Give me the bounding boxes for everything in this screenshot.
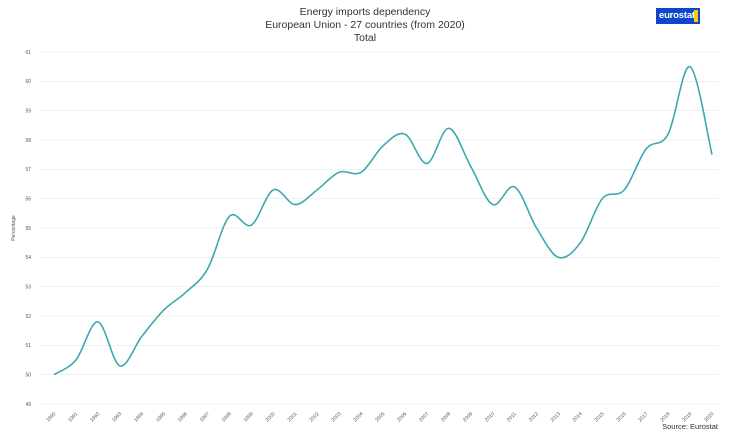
y-tick-label: 54 — [25, 255, 31, 261]
data-point[interactable] — [293, 202, 298, 207]
x-tick-label: 2009 — [462, 411, 474, 423]
data-point[interactable] — [578, 240, 583, 245]
x-tick-label: 2013 — [550, 411, 562, 423]
data-point[interactable] — [315, 187, 320, 192]
data-point[interactable] — [73, 358, 78, 363]
x-tick-label: 2004 — [352, 411, 364, 423]
y-tick-label: 61 — [25, 50, 31, 56]
x-tick-label: 1994 — [133, 411, 145, 423]
x-tick-label: 2007 — [418, 411, 430, 423]
x-tick-label: 2015 — [594, 411, 606, 423]
x-tick-label: 2000 — [265, 411, 277, 423]
x-tick-label: 2017 — [637, 411, 649, 423]
x-tick-label: 2006 — [396, 411, 408, 423]
x-tick-label: 1997 — [199, 411, 211, 423]
data-point[interactable] — [424, 161, 429, 166]
chart-title: Energy imports dependency — [299, 6, 431, 18]
chart-titles: Energy imports dependency European Union… — [0, 6, 730, 45]
data-point[interactable] — [512, 184, 517, 189]
data-point[interactable] — [205, 267, 210, 272]
data-point[interactable] — [490, 202, 495, 207]
data-point[interactable] — [556, 255, 561, 260]
data-point[interactable] — [468, 164, 473, 169]
eurostat-logo-text: eurostat — [659, 10, 695, 21]
data-point[interactable] — [139, 334, 144, 339]
data-point[interactable] — [271, 187, 276, 192]
x-tick-label: 1995 — [155, 411, 167, 423]
x-tick-label: 2010 — [484, 411, 496, 423]
x-tick-label: 1991 — [67, 411, 79, 423]
eurostat-logo[interactable]: eurostat — [656, 8, 700, 24]
data-point[interactable] — [534, 226, 539, 231]
data-point[interactable] — [249, 223, 254, 228]
data-point[interactable] — [644, 146, 649, 151]
y-tick-label: 56 — [25, 196, 31, 202]
y-tick-label: 55 — [25, 226, 31, 232]
data-point[interactable] — [710, 152, 715, 157]
y-tick-label: 49 — [25, 402, 31, 408]
data-point[interactable] — [227, 214, 232, 219]
x-tick-label: 2011 — [506, 411, 518, 423]
x-tick-label: 2008 — [440, 411, 452, 423]
data-point[interactable] — [666, 132, 671, 137]
x-axis-ticks: 1990 1991 1992 1993 1994 1995 1996 1997 1998 1999… — [45, 411, 715, 423]
data-point[interactable] — [402, 132, 407, 137]
y-tick-label: 51 — [25, 343, 31, 349]
eurostat-logo-accent — [694, 10, 698, 22]
chart-subtitle: European Union - 27 countries (from 2020… — [265, 19, 465, 31]
x-tick-label: 2012 — [528, 411, 540, 423]
data-point[interactable] — [600, 196, 605, 201]
data-point[interactable] — [688, 64, 693, 69]
x-tick-label: 1990 — [45, 411, 57, 423]
data-points — [52, 64, 715, 377]
x-tick-label: 1996 — [177, 411, 189, 423]
x-tick-label: 2002 — [308, 411, 320, 423]
data-point[interactable] — [381, 143, 386, 148]
y-tick-label: 52 — [25, 314, 31, 320]
y-tick-label: 57 — [25, 167, 31, 173]
y-tick-label: 50 — [25, 372, 31, 378]
y-tick-label: 58 — [25, 138, 31, 144]
x-tick-label: 1999 — [243, 411, 255, 423]
y-tick-label: 53 — [25, 284, 31, 290]
x-tick-label: 2003 — [330, 411, 342, 423]
data-point[interactable] — [337, 170, 342, 175]
x-tick-label: 1993 — [111, 411, 123, 423]
y-tick-label: 59 — [25, 108, 31, 114]
y-tick-label: 60 — [25, 79, 31, 85]
x-tick-label: 1992 — [89, 411, 101, 423]
data-point[interactable] — [95, 319, 100, 324]
data-point[interactable] — [161, 308, 166, 313]
chart-subtitle-total: Total — [353, 32, 377, 44]
data-point[interactable] — [52, 372, 57, 377]
data-point[interactable] — [117, 363, 122, 368]
series-line[interactable] — [53, 65, 713, 376]
data-point[interactable] — [183, 290, 188, 295]
x-tick-label: 2005 — [374, 411, 386, 423]
data-point[interactable] — [446, 126, 451, 131]
x-tick-label: 2014 — [572, 411, 584, 423]
source-note: Source: Eurostat — [662, 422, 718, 431]
x-tick-label: 1998 — [221, 411, 233, 423]
x-tick-label: 2001 — [287, 411, 299, 423]
data-point[interactable] — [359, 170, 364, 175]
x-tick-label: 2016 — [616, 411, 628, 423]
gridlines — [40, 51, 718, 405]
data-point[interactable] — [622, 187, 627, 192]
y-axis-ticks: 49 50 51 52 53 54 55 56 57 58 59 60 61 — [25, 50, 31, 408]
y-axis-label: Percentage — [11, 215, 17, 241]
